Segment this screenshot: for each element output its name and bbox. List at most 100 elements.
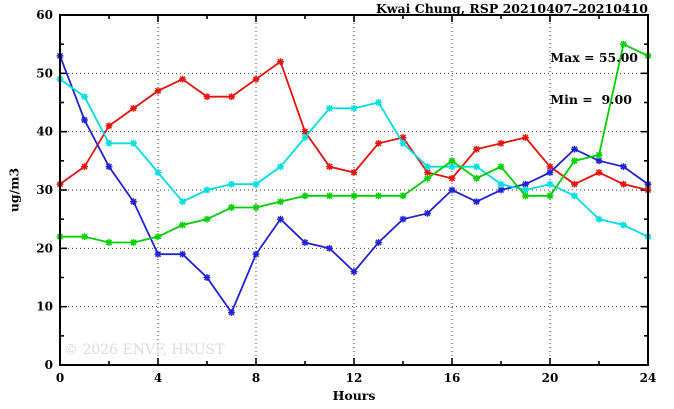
legend-min-line: Min = 9.00 (550, 92, 632, 107)
cyan-series-marker (105, 140, 113, 147)
red-series-marker (350, 169, 358, 176)
cyan-series-marker (375, 99, 382, 106)
green-series-marker (595, 151, 603, 159)
cyan-series-marker (130, 140, 137, 147)
x-tick-label: 8 (252, 371, 260, 385)
cyan-series-marker (571, 192, 578, 199)
green-series-marker (571, 157, 578, 164)
green-series-marker (375, 192, 382, 199)
blue-series-marker (448, 186, 456, 194)
cyan-series-marker (497, 181, 505, 188)
cyan-series-marker (154, 169, 162, 176)
green-series-marker (228, 204, 235, 211)
green-series-marker (179, 221, 186, 229)
cyan-series-marker (595, 216, 603, 223)
y-tick-label: 30 (36, 183, 53, 197)
green-series-marker (203, 216, 211, 223)
blue-series-marker (473, 198, 480, 205)
red-series-marker (130, 105, 137, 112)
blue-series-marker (326, 245, 333, 252)
red-series-marker (375, 140, 382, 147)
legend: Max = 55.00 Min = 9.00 (550, 23, 638, 135)
green-series-marker (105, 239, 113, 246)
blue-series-marker (301, 239, 309, 246)
red-series-marker (448, 175, 456, 182)
blue-series-marker (522, 181, 529, 188)
y-tick-label: 40 (36, 125, 53, 139)
x-axis-label: Hours (332, 388, 376, 403)
blue-series-marker (130, 198, 137, 205)
x-tick-label: 24 (640, 371, 657, 385)
blue-series-marker (179, 251, 186, 258)
y-tick-label: 20 (36, 241, 53, 255)
green-series-marker (301, 192, 309, 199)
green-series-marker (154, 233, 162, 240)
cyan-series-marker (179, 198, 186, 205)
blue-series-marker (154, 251, 162, 258)
x-tick-label: 12 (346, 371, 363, 385)
cyan-series-marker (81, 93, 88, 100)
blue-series-marker (105, 163, 113, 170)
cyan-series-marker (522, 186, 529, 194)
red-series-marker (252, 76, 260, 83)
green-series-marker (424, 175, 431, 182)
green-series-marker (522, 192, 529, 199)
green-series-marker (277, 198, 284, 205)
x-tick-label: 0 (56, 371, 64, 385)
cyan-series-marker (620, 221, 627, 229)
cyan-series-marker (277, 163, 284, 170)
red-series-marker (301, 128, 309, 135)
blue-series-marker (571, 146, 578, 153)
blue-series-marker (277, 216, 284, 223)
y-tick-label: 50 (36, 66, 53, 80)
cyan-series-marker (350, 105, 358, 112)
blue-series-marker (350, 268, 358, 275)
cyan-series-marker (203, 186, 211, 194)
green-series-marker (130, 239, 137, 246)
cyan-series-marker (448, 163, 456, 170)
green-series-marker (497, 163, 505, 170)
green-series-marker (326, 192, 333, 199)
red-series-marker (105, 122, 113, 129)
cyan-series-marker (424, 163, 431, 170)
blue-series-marker (399, 216, 407, 223)
blue-series-marker (228, 309, 235, 316)
green-series-marker (546, 192, 554, 199)
green-series-marker (81, 233, 88, 240)
cyan-series-marker (326, 105, 333, 112)
cyan-series-marker (228, 181, 235, 188)
blue-series-marker (595, 157, 603, 164)
red-series-marker (546, 163, 554, 170)
red-series-marker (620, 181, 627, 188)
red-series-marker (81, 163, 88, 170)
x-tick-label: 16 (444, 371, 461, 385)
green-series-marker (473, 175, 480, 182)
blue-series-marker (81, 116, 88, 124)
red-series-marker (203, 93, 211, 100)
blue-series-marker (620, 163, 627, 170)
green-series-marker (350, 192, 358, 199)
cyan-series-marker (301, 134, 309, 141)
legend-max-line: Max = 55.00 (550, 50, 638, 65)
watermark: © 2026 ENVF, HKUST (64, 342, 225, 358)
x-tick-label: 4 (154, 371, 162, 385)
green-series-marker (399, 192, 407, 199)
chart-title: Kwai Chung, RSP 20210407–20210410 (375, 1, 648, 16)
cyan-series-marker (399, 140, 407, 147)
red-series-marker (228, 93, 235, 100)
blue-series-marker (497, 186, 505, 194)
y-tick-label: 60 (36, 8, 53, 22)
green-series-marker (252, 204, 260, 211)
y-axis-label: ug/m3 (6, 167, 22, 213)
red-series-marker (497, 140, 505, 147)
blue-series-marker (546, 169, 554, 176)
blue-series-marker (252, 251, 260, 258)
blue-series-marker (424, 210, 431, 217)
red-series-marker (154, 87, 162, 94)
cyan-series-marker (252, 181, 260, 188)
red-series-marker (571, 181, 578, 188)
y-tick-label: 10 (36, 300, 53, 314)
red-series-marker (522, 134, 529, 141)
